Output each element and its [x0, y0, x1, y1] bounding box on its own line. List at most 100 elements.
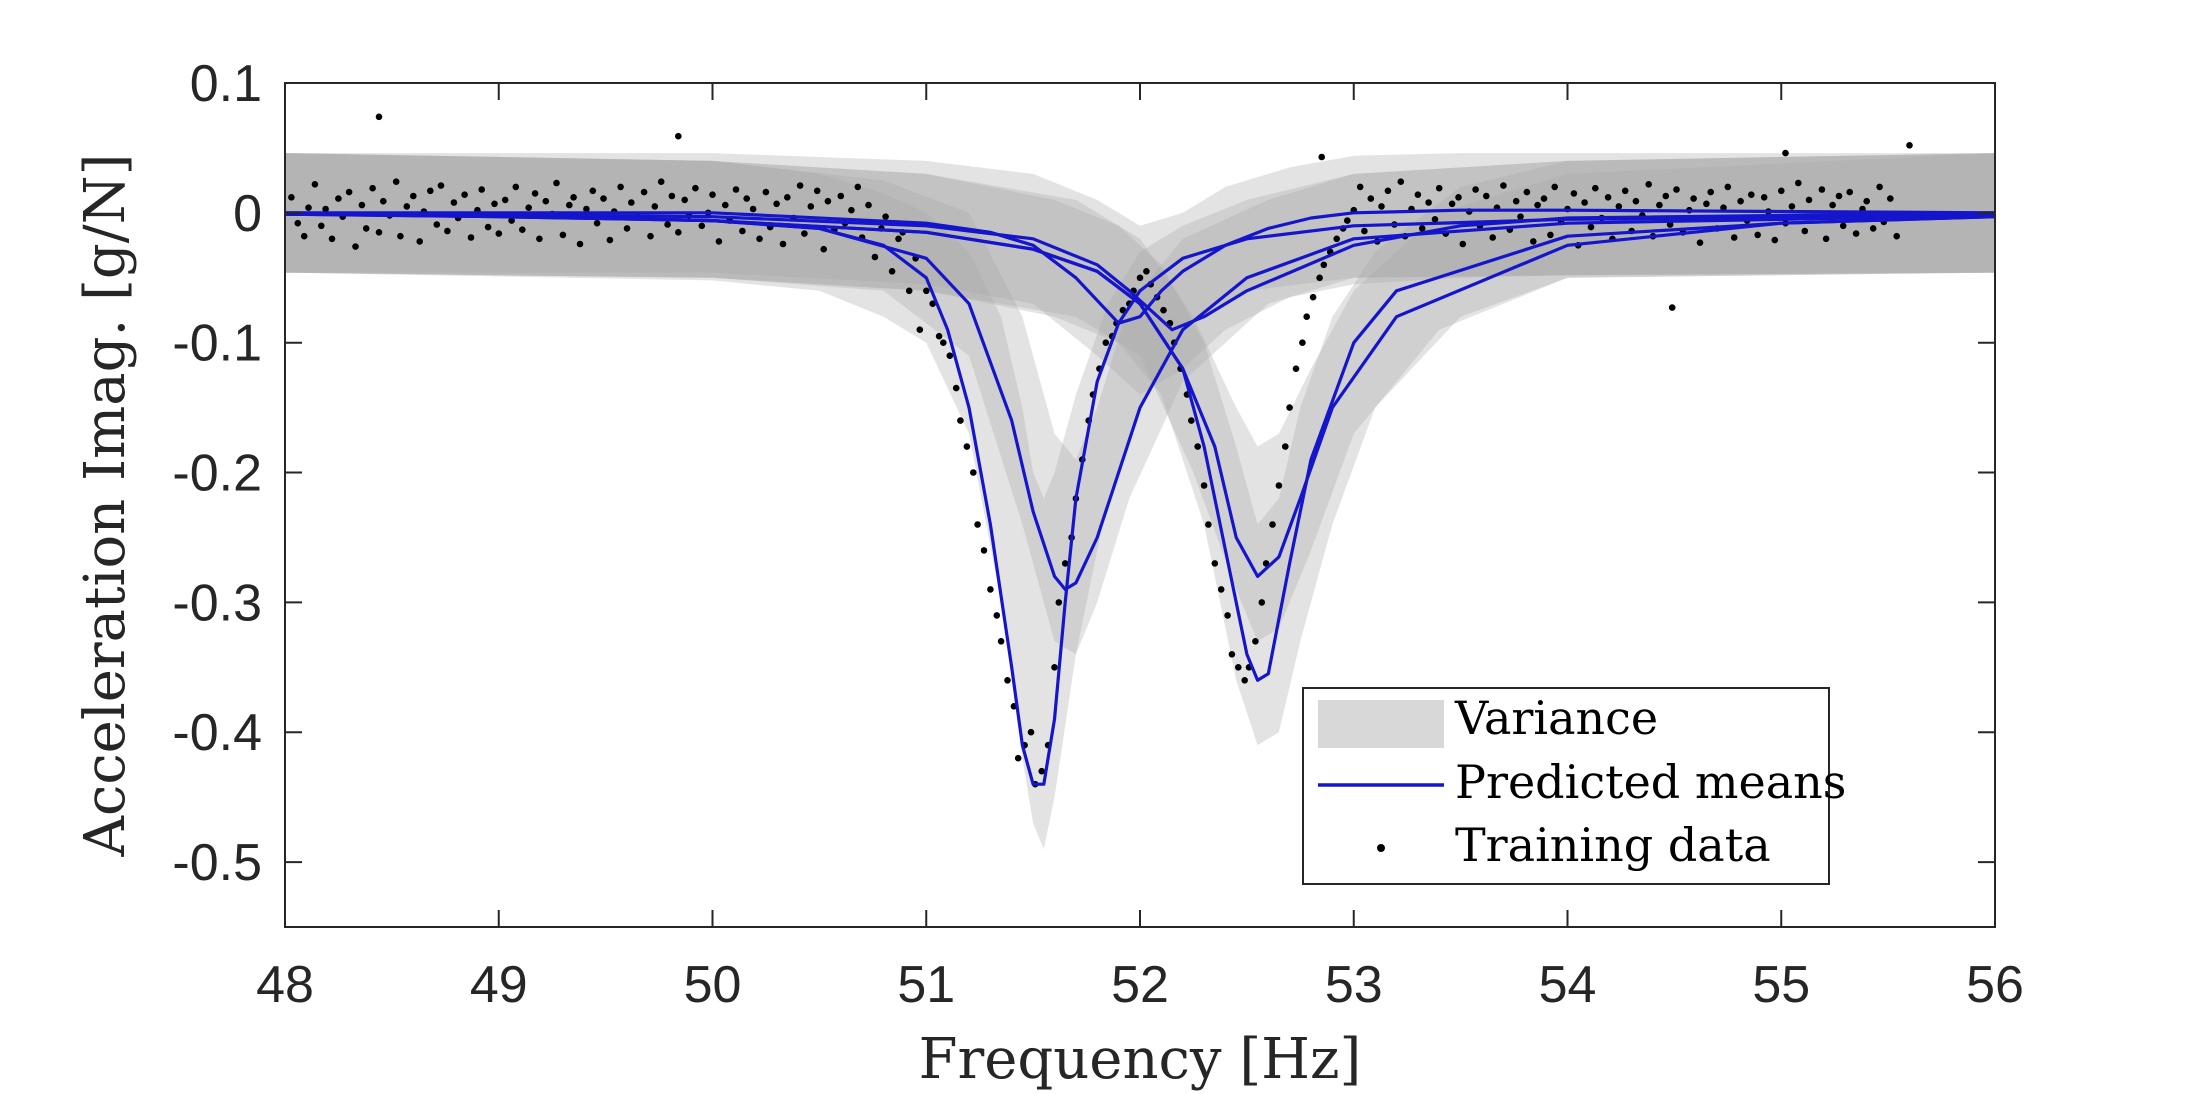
training-point [300, 232, 308, 240]
training-point [1523, 188, 1531, 196]
x-tick-label: 53 [1325, 956, 1383, 1014]
training-point [980, 547, 988, 554]
training-point [837, 192, 845, 200]
training-point [963, 443, 971, 450]
training-point [1136, 274, 1144, 282]
training-point [923, 287, 930, 295]
training-point [427, 187, 434, 195]
training-point [773, 200, 780, 208]
training-point [1205, 521, 1212, 528]
training-point [1224, 612, 1231, 619]
training-point [1320, 261, 1328, 269]
training-point [675, 229, 682, 236]
training-point [1846, 188, 1853, 196]
training-point [1241, 677, 1248, 684]
training-point [322, 205, 329, 213]
training-point [1876, 183, 1883, 191]
training-point [1662, 192, 1670, 200]
training-point [433, 221, 441, 228]
training-point [664, 221, 671, 228]
training-point [1292, 365, 1300, 373]
training-point [444, 227, 451, 235]
training-point [1621, 187, 1629, 195]
training-point [536, 235, 543, 243]
x-tick-label: 55 [1752, 956, 1810, 1014]
x-tick-label: 50 [684, 956, 742, 1014]
variance-band-2 [285, 153, 1995, 655]
legend-training-label: Training data [1455, 818, 1771, 872]
training-point [1333, 235, 1340, 243]
training-point [1822, 235, 1830, 243]
training-point [1818, 186, 1826, 193]
training-point [1788, 203, 1796, 210]
predicted-mean-line-6 [285, 211, 1995, 332]
training-point [1303, 313, 1310, 321]
training-point [905, 287, 913, 295]
training-point [519, 226, 526, 233]
x-tick-label: 49 [470, 956, 528, 1014]
training-point [437, 182, 445, 189]
training-point [335, 195, 342, 202]
training-point [820, 245, 827, 253]
training-point [593, 219, 601, 227]
training-point [362, 225, 370, 232]
training-point [1852, 230, 1860, 237]
training-point [1645, 181, 1652, 188]
training-point [1217, 586, 1225, 593]
training-point [318, 222, 325, 230]
training-point [1448, 200, 1456, 208]
training-point [715, 238, 723, 245]
training-point [1211, 560, 1219, 567]
training-point [1829, 201, 1836, 209]
training-point [647, 232, 654, 240]
training-point [1696, 239, 1704, 246]
training-point [416, 238, 424, 245]
training-point [1754, 231, 1761, 239]
training-point [1805, 196, 1813, 204]
training-point [484, 223, 492, 231]
training-point [675, 132, 682, 140]
training-point [1530, 238, 1537, 245]
training-point [1435, 184, 1443, 192]
training-point [397, 232, 404, 240]
training-point [946, 352, 954, 360]
training-point [311, 181, 319, 188]
training-point [743, 195, 750, 202]
training-point [345, 188, 353, 196]
training-point [491, 200, 498, 208]
training-point [1188, 417, 1195, 424]
training-point [813, 187, 821, 195]
y-tick-label: -0.4 [172, 704, 262, 762]
training-point [1014, 754, 1022, 762]
training-point [1512, 197, 1520, 205]
training-point [1459, 240, 1467, 248]
training-point [1778, 187, 1785, 195]
training-point [1431, 216, 1439, 223]
training-point [916, 326, 924, 334]
legend-training-point-swatch [1377, 844, 1385, 852]
training-point [1581, 199, 1588, 206]
x-tick-label: 52 [1111, 956, 1169, 1014]
training-point [589, 187, 597, 195]
training-point [1455, 194, 1462, 201]
training-point [410, 192, 417, 200]
training-point [1551, 183, 1558, 191]
training-point [1004, 677, 1011, 684]
training-point [576, 240, 584, 248]
training-point [801, 230, 808, 237]
training-point [1760, 194, 1768, 201]
training-point [600, 195, 607, 202]
predicted-mean-lines [285, 208, 1995, 786]
training-point [824, 197, 832, 205]
training-point [681, 196, 688, 204]
training-point [512, 183, 520, 191]
training-point [1309, 293, 1317, 301]
training-point [970, 469, 977, 476]
training-point [358, 201, 366, 209]
training-point [1863, 197, 1870, 205]
training-point [570, 194, 577, 201]
training-point [1252, 638, 1259, 645]
training-point [940, 339, 947, 347]
training-point [1316, 274, 1323, 282]
